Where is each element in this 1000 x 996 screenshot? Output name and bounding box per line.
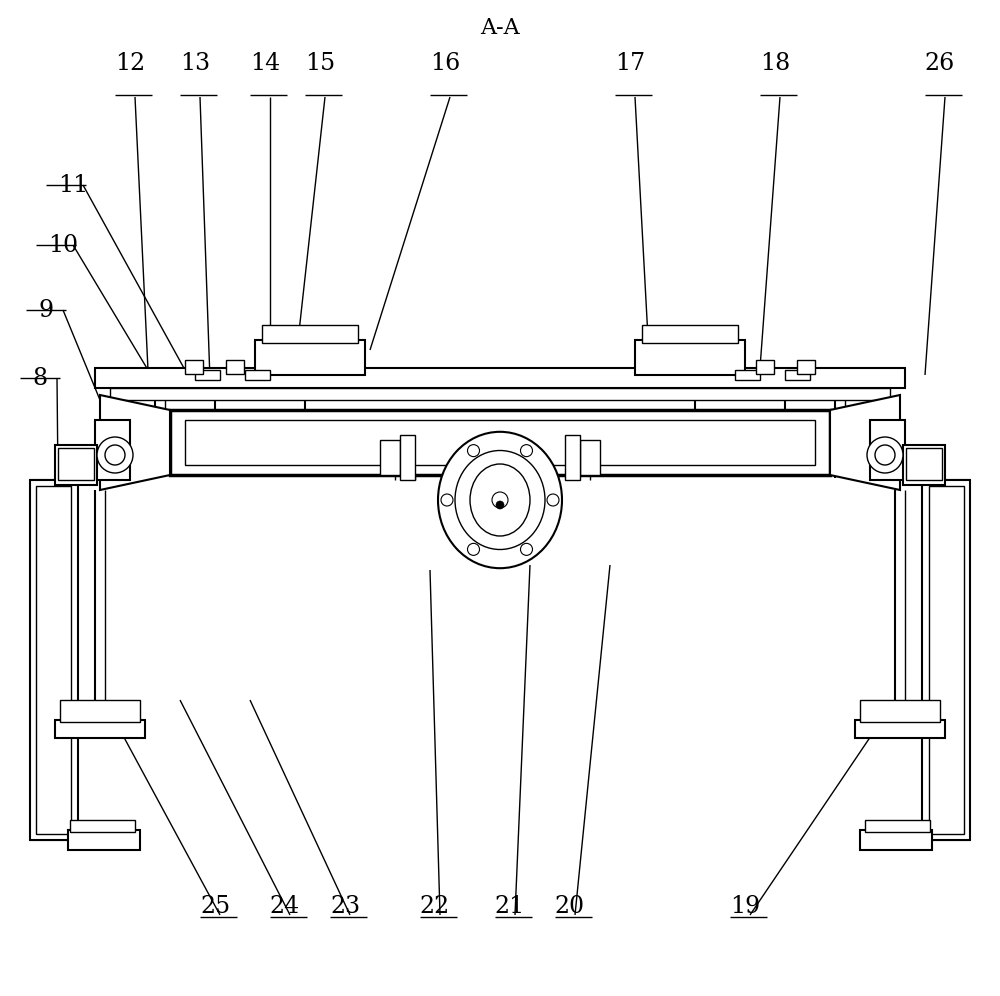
Bar: [245, 370, 270, 380]
Bar: [255, 340, 365, 375]
Ellipse shape: [470, 464, 530, 536]
Text: 10: 10: [48, 233, 78, 257]
Circle shape: [441, 494, 453, 506]
Bar: [170, 410, 830, 475]
Bar: [860, 830, 932, 850]
Circle shape: [520, 444, 532, 456]
Text: 23: 23: [330, 895, 360, 918]
Circle shape: [547, 494, 559, 506]
Bar: [642, 325, 738, 343]
Bar: [635, 340, 745, 375]
Text: 18: 18: [760, 52, 790, 75]
Text: 8: 8: [32, 367, 47, 389]
Bar: [860, 700, 940, 722]
Circle shape: [867, 437, 903, 473]
Bar: [865, 820, 930, 832]
Bar: [195, 370, 220, 380]
Bar: [580, 440, 600, 475]
Text: 25: 25: [200, 895, 230, 918]
Bar: [226, 360, 244, 374]
Text: 15: 15: [305, 52, 335, 75]
Bar: [60, 700, 140, 722]
Text: 14: 14: [250, 52, 280, 75]
Circle shape: [492, 492, 508, 508]
Bar: [70, 820, 135, 832]
Text: 11: 11: [58, 173, 88, 196]
Bar: [903, 445, 945, 485]
Text: 20: 20: [555, 895, 585, 918]
Ellipse shape: [455, 450, 545, 550]
Circle shape: [105, 445, 125, 465]
Text: 24: 24: [270, 895, 300, 918]
Polygon shape: [830, 395, 900, 490]
Circle shape: [520, 544, 532, 556]
Bar: [36, 486, 71, 834]
Circle shape: [97, 437, 133, 473]
Ellipse shape: [438, 432, 562, 568]
Bar: [870, 420, 905, 480]
Text: A-A: A-A: [480, 17, 520, 39]
Bar: [855, 720, 945, 738]
Bar: [55, 445, 97, 485]
Bar: [380, 440, 400, 475]
Text: 17: 17: [615, 52, 645, 75]
Bar: [68, 830, 140, 850]
Bar: [929, 486, 964, 834]
Bar: [262, 325, 358, 343]
Bar: [95, 368, 905, 388]
Text: 16: 16: [430, 52, 460, 75]
Bar: [400, 435, 415, 480]
Bar: [797, 360, 815, 374]
Bar: [735, 370, 760, 380]
Polygon shape: [100, 395, 170, 490]
Bar: [30, 480, 78, 840]
Bar: [185, 360, 203, 374]
Bar: [565, 435, 580, 480]
Text: 21: 21: [495, 895, 525, 918]
Circle shape: [496, 501, 504, 509]
Bar: [58, 448, 94, 480]
Circle shape: [468, 544, 480, 556]
Circle shape: [468, 444, 480, 456]
Bar: [95, 420, 130, 480]
Text: 12: 12: [115, 52, 145, 75]
Bar: [110, 388, 890, 400]
Bar: [906, 448, 942, 480]
Text: 19: 19: [730, 895, 760, 918]
Bar: [55, 720, 145, 738]
Text: 22: 22: [420, 895, 450, 918]
Text: 9: 9: [38, 299, 53, 322]
Bar: [185, 420, 815, 465]
Bar: [922, 480, 970, 840]
Bar: [756, 360, 774, 374]
Bar: [785, 370, 810, 380]
Text: 13: 13: [180, 52, 210, 75]
Text: 26: 26: [925, 52, 955, 75]
Circle shape: [875, 445, 895, 465]
